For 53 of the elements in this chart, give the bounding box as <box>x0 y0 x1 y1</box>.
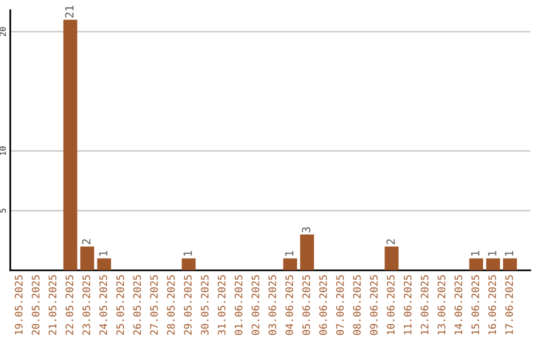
bar <box>182 258 196 270</box>
data-label: 2 <box>82 239 90 244</box>
bar <box>97 258 112 270</box>
x-tick-label: 01.06.2025 <box>234 275 242 335</box>
bar <box>469 258 484 270</box>
data-label: 21 <box>65 6 74 18</box>
data-label: 1 <box>285 251 294 256</box>
x-tick-label: 23.05.2025 <box>82 275 90 335</box>
data-label: 1 <box>99 251 108 256</box>
bar <box>503 258 517 270</box>
x-tick-label: 07.06.2025 <box>336 275 344 335</box>
bar <box>384 246 399 270</box>
data-label: 1 <box>471 251 480 256</box>
y-tick-label: 20 <box>0 27 6 36</box>
bar <box>80 246 94 270</box>
data-label: 1 <box>488 251 496 256</box>
data-label: 1 <box>184 251 192 256</box>
y-tick-label: 10 <box>0 146 6 156</box>
x-tick-label: 30.05.2025 <box>200 275 209 335</box>
x-tick-label: 09.06.2025 <box>370 275 378 335</box>
x-tick-label: 24.05.2025 <box>99 275 108 335</box>
bar <box>283 258 298 270</box>
x-tick-label: 12.06.2025 <box>420 275 428 334</box>
x-tick-label: 29.05.2025 <box>184 275 192 335</box>
x-tick-label: 16.06.2025 <box>488 275 496 334</box>
x-tick-label: 03.06.2025 <box>268 275 276 335</box>
bar <box>486 258 500 270</box>
x-tick-label: 04.06.2025 <box>285 275 294 335</box>
x-tick-label: 19.05.2025 <box>14 275 23 334</box>
x-tick-label: 28.05.2025 <box>167 275 175 335</box>
bar <box>63 20 78 270</box>
y-tick-label: 5 <box>0 208 6 213</box>
x-tick-label: 14.06.2025 <box>454 275 462 334</box>
x-tick-label: 22.05.2025 <box>66 275 74 335</box>
x-tick-label: 27.05.2025 <box>150 275 158 335</box>
data-label: 3 <box>302 227 310 232</box>
x-tick-label: 21.05.2025 <box>48 275 56 335</box>
x-tick-label: 26.05.2025 <box>133 275 141 335</box>
x-tick-label: 06.06.2025 <box>319 275 327 335</box>
x-tick-label: 15.06.2025 <box>471 275 480 334</box>
x-tick-label: 08.06.2025 <box>353 275 361 335</box>
x-tick-label: 31.05.2025 <box>218 275 226 335</box>
x-tick-label: 11.06.2025 <box>404 275 412 334</box>
x-tick-label: 17.06.2025 <box>505 275 513 334</box>
data-label: 1 <box>504 251 514 256</box>
x-tick-label: 05.06.2025 <box>302 275 310 335</box>
x-tick-label: 10.06.2025 <box>386 275 395 334</box>
bar <box>300 234 314 270</box>
x-tick-label: 13.06.2025 <box>438 275 446 334</box>
x-tick-label: 20.05.2025 <box>32 275 40 335</box>
x-tick-label: 25.05.2025 <box>116 275 124 335</box>
x-tick-label: 02.06.2025 <box>252 275 260 335</box>
data-label: 2 <box>386 239 395 244</box>
